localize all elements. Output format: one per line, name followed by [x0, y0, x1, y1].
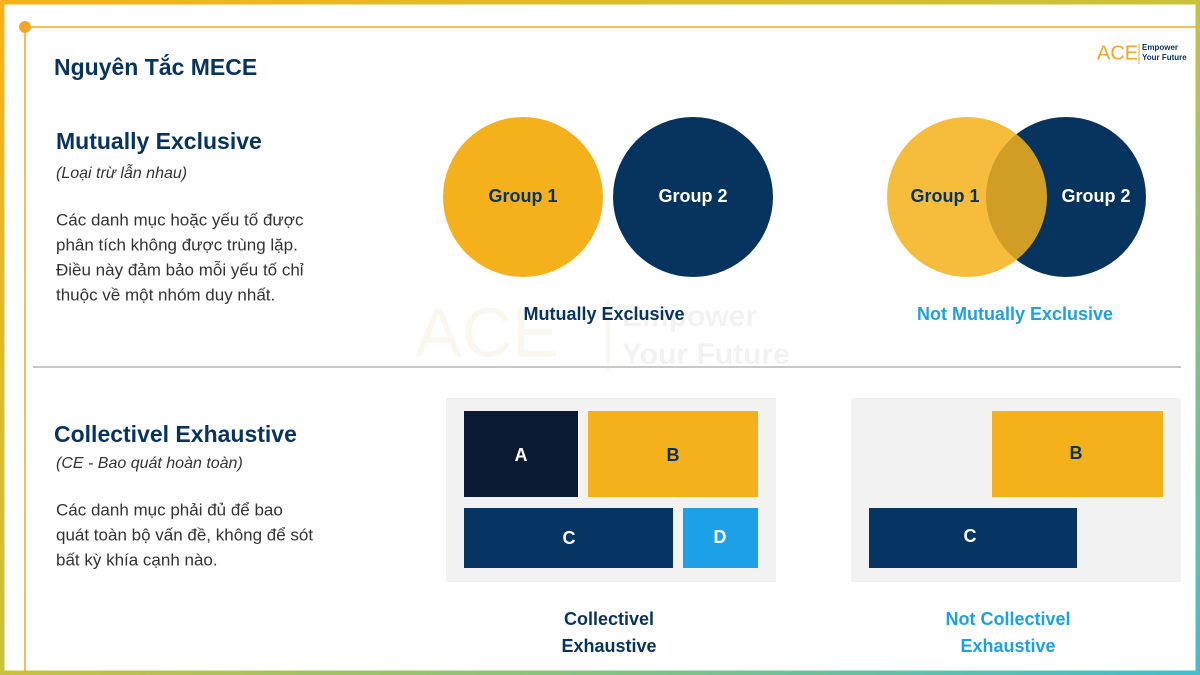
- group-label: Group 2: [1061, 186, 1130, 206]
- box-label: D: [714, 527, 727, 547]
- watermark: ACE Empower Your Future: [415, 293, 790, 371]
- ce-body: Các danh mục phải đủ để bao quát toàn bộ …: [56, 500, 313, 569]
- body-line: Các danh mục hoặc yếu tố được: [56, 210, 304, 229]
- circle-group-1: [887, 117, 1047, 277]
- circle-group-1: [443, 117, 603, 277]
- body-line: quát toàn bộ vấn đề, không để sót: [56, 525, 313, 544]
- box-b: [992, 411, 1163, 497]
- example-caption: Mutually Exclusive: [523, 304, 684, 324]
- me-heading: Mutually Exclusive: [56, 128, 262, 154]
- box-d: [683, 508, 758, 568]
- ce-subtitle: (CE - Bao quát hoàn toàn): [56, 455, 243, 472]
- logo-mark: ACE: [1097, 42, 1138, 64]
- body-line: phân tích không được trùng lặp.: [56, 235, 298, 254]
- body-line: bất kỳ khía cạnh nào.: [56, 550, 218, 569]
- logo-line1: Empower: [1142, 43, 1178, 52]
- box-label: C: [964, 526, 977, 546]
- watermark-line1: Empower: [622, 300, 757, 333]
- me-body: Các danh mục hoặc yếu tố được phân tích k…: [56, 210, 304, 304]
- me-subtitle: (Loại trừ lẫn nhau): [56, 163, 187, 182]
- group-label: Group 2: [658, 186, 727, 206]
- title: Nguyên Tắc MECE: [54, 53, 257, 80]
- box-a: [464, 411, 578, 497]
- watermark-mark: ACE: [415, 293, 559, 371]
- ce-heading: Collectivel Exhaustive: [54, 421, 297, 447]
- box-label: B: [667, 445, 680, 465]
- example-caption: Not Mutually Exclusive: [917, 304, 1113, 324]
- box-c: [464, 508, 673, 568]
- box-label: A: [515, 445, 528, 465]
- box-label: C: [563, 528, 576, 548]
- example-caption: Not Collectivel: [945, 609, 1070, 629]
- body-line: Các danh mục phải đủ để bao: [56, 500, 283, 519]
- logo-line2: Your Future: [1142, 53, 1187, 62]
- circle-group-2: [613, 117, 773, 277]
- example-caption: Exhaustive: [561, 636, 656, 656]
- body-line: thuộc về một nhóm duy nhất.: [56, 285, 275, 304]
- group-label: Group 1: [910, 186, 979, 206]
- example-caption: Collectivel: [564, 609, 654, 629]
- box-label: B: [1070, 443, 1083, 463]
- rule-dot: [19, 21, 31, 33]
- body-line: Điều này đảm bảo mỗi yếu tố chỉ: [56, 260, 304, 279]
- group-label: Group 1: [488, 186, 557, 206]
- example-caption: Exhaustive: [960, 636, 1055, 656]
- box-c: [869, 508, 1077, 568]
- watermark-line2: Your Future: [622, 338, 790, 371]
- box-b: [588, 411, 758, 497]
